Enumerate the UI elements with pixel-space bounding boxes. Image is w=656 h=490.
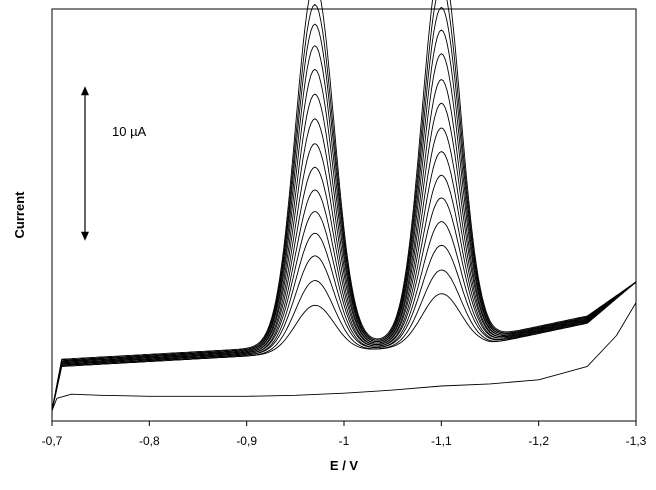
x-tick-label: -1,1 [431, 434, 452, 448]
x-tick-label: -1,3 [626, 434, 647, 448]
scan-curve [51, 269, 637, 411]
scan-curve [51, 6, 637, 411]
scan-curve [51, 174, 637, 411]
x-tick-label: -0,8 [139, 434, 160, 448]
x-axis-title: E / V [330, 458, 359, 473]
scale-bar-label: 10 µA [112, 124, 147, 139]
scan-curve [51, 0, 637, 411]
scan-curve [51, 29, 637, 411]
x-tick-label: -1,2 [528, 434, 549, 448]
current-scale-bar: 10 µA [81, 86, 147, 241]
scan-curve [51, 127, 637, 411]
x-tick-label: -0,7 [42, 434, 63, 448]
scale-bar-arrow-up-icon [81, 86, 89, 96]
baseline-curve [51, 302, 637, 411]
series-curves [51, 0, 637, 411]
y-axis-title: Current [12, 191, 27, 239]
scan-curve [51, 0, 637, 411]
scan-curve [51, 221, 637, 411]
x-axis-ticks: -0,7 -0,8 -0,9 -1 -1,1 -1,2 -1,3 [42, 421, 647, 448]
scan-curve [51, 79, 637, 411]
scan-curve [51, 281, 637, 411]
x-tick-label: -1 [339, 434, 350, 448]
x-tick-label: -0,9 [236, 434, 257, 448]
scale-bar-arrow-down-icon [81, 231, 89, 241]
